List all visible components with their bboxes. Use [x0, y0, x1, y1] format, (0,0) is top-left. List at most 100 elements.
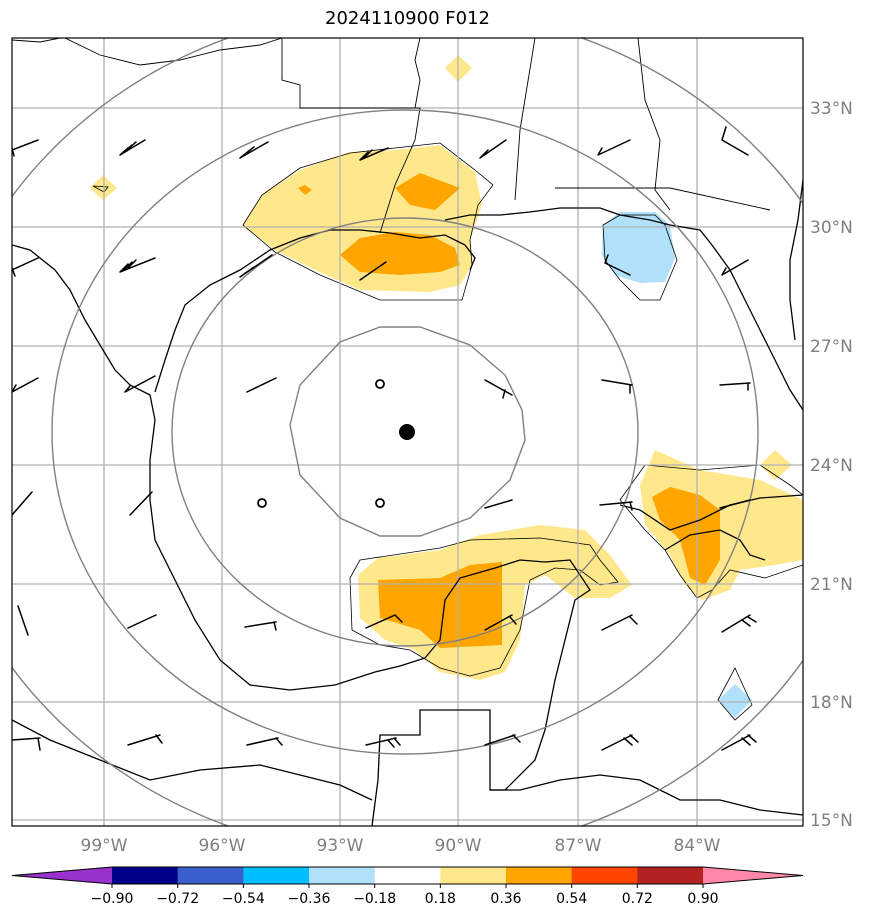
colorbar-segment — [177, 867, 244, 884]
map-area — [12, 38, 803, 826]
colorbar-segment — [374, 867, 441, 884]
wind-barb — [599, 501, 633, 511]
lat-label: 33°N — [810, 99, 853, 119]
wind-barb — [246, 377, 277, 393]
wind-barb — [484, 614, 517, 631]
colorbar-extend-high — [703, 867, 803, 884]
wind-barb — [484, 379, 513, 399]
colorbar: −0.90 −0.72 −0.54 −0.36 −0.18 0.18 0.36 0.54 0.7… — [11, 866, 804, 907]
wind-barbs — [12, 126, 757, 751]
field-cuba-orange — [652, 487, 720, 585]
colorbar-segment — [112, 867, 179, 884]
contour-florida-blue — [602, 214, 678, 301]
wind-barb — [239, 141, 269, 159]
wind-barb — [484, 499, 513, 509]
colorbar-segment — [440, 867, 507, 884]
colorbar-tick-label: 0.54 — [556, 891, 587, 907]
wind-barb — [719, 382, 751, 391]
range-ring-2 — [171, 217, 639, 647]
lat-label: 27°N — [810, 337, 853, 357]
wind-barb — [721, 259, 749, 276]
mexico-border — [12, 38, 283, 66]
colorbar-segment — [243, 867, 310, 884]
lon-label: 99°W — [81, 836, 128, 856]
map-frame — [11, 37, 804, 827]
calm-wind-circle — [257, 498, 267, 508]
wind-barb — [12, 737, 41, 751]
colorbar-tick-label: −0.18 — [353, 891, 396, 907]
colorbar-tick-label: 0.18 — [425, 891, 456, 907]
contour-small-west — [92, 185, 109, 193]
wind-barb — [721, 734, 757, 751]
lon-label: 90°W — [435, 836, 482, 856]
field-small-blue-south — [718, 684, 752, 718]
shaded-fields — [90, 55, 803, 718]
colorbar-segment — [309, 867, 376, 884]
wind-barb — [129, 491, 153, 516]
wind-barb — [246, 737, 283, 746]
lon-label: 93°W — [317, 836, 364, 856]
lon-label: 87°W — [555, 836, 602, 856]
contour-lines — [92, 142, 803, 721]
florida-east-coast — [789, 179, 803, 341]
wind-barb — [601, 614, 638, 631]
colorbar-tick-label: −0.36 — [288, 891, 331, 907]
cuba-south-coast — [664, 529, 766, 561]
state-borders — [281, 38, 771, 234]
lon-label: 84°W — [674, 836, 721, 856]
lon-labels: 99°W 96°W 93°W 90°W 87°W 84°W — [81, 836, 721, 856]
range-ring-inner — [289, 326, 526, 537]
field-cuba-yellow — [640, 450, 803, 600]
lat-label: 15°N — [810, 811, 853, 831]
colorbar-tick-label: 0.90 — [687, 891, 718, 907]
wind-barb — [719, 499, 751, 509]
central-america-coast — [12, 719, 373, 801]
lat-label: 24°N — [810, 456, 853, 476]
colorbar-tick-label: −0.54 — [222, 891, 265, 907]
colorbar-segment — [571, 867, 638, 884]
wind-barb — [244, 621, 277, 631]
calm-wind-circle — [375, 379, 385, 389]
cuba-coast — [619, 494, 803, 531]
wind-barb — [119, 139, 146, 156]
wind-barb — [12, 377, 39, 393]
wind-barb — [12, 491, 33, 516]
wind-barb — [365, 614, 403, 629]
wind-barb — [601, 734, 639, 751]
lat-label: 18°N — [810, 693, 853, 713]
lon-label: 96°W — [199, 836, 246, 856]
wind-barb — [359, 147, 389, 161]
wind-barb — [479, 139, 507, 159]
wind-barb — [119, 257, 156, 273]
wind-barb — [124, 375, 156, 393]
field-north-gulf-orange — [340, 232, 460, 275]
honduras-coast — [490, 774, 803, 816]
calm-markers — [257, 379, 385, 508]
wind-barb — [365, 737, 401, 748]
wind-barb — [127, 734, 163, 746]
colorbar-segment — [637, 867, 704, 884]
wind-barb — [721, 126, 749, 156]
calm-wind-circle — [375, 498, 385, 508]
coastlines — [12, 38, 803, 826]
range-ring-4 — [12, 38, 803, 826]
field-florida-blue — [602, 212, 675, 283]
wind-barb — [12, 257, 39, 277]
colorbar-tick-label: −0.72 — [156, 891, 199, 907]
colorbar-extend-low — [12, 867, 112, 884]
wind-barb — [359, 261, 387, 281]
colorbar-tick-label: 0.72 — [622, 891, 653, 907]
wind-barb — [484, 734, 521, 746]
wind-barb — [17, 605, 29, 636]
colorbar-segment — [506, 867, 573, 884]
wind-barb — [12, 139, 39, 157]
storm-center-marker — [399, 424, 415, 440]
wind-barb — [721, 614, 757, 633]
contour-yucatan — [349, 537, 619, 677]
lat-label: 21°N — [810, 575, 853, 595]
wind-barb — [127, 614, 157, 629]
field-mississippi-orange — [395, 173, 460, 210]
lat-labels: 33°N 30°N 27°N 24°N 21°N 18°N 15°N — [810, 99, 853, 831]
colorbar-tick-label: −0.90 — [91, 891, 134, 907]
